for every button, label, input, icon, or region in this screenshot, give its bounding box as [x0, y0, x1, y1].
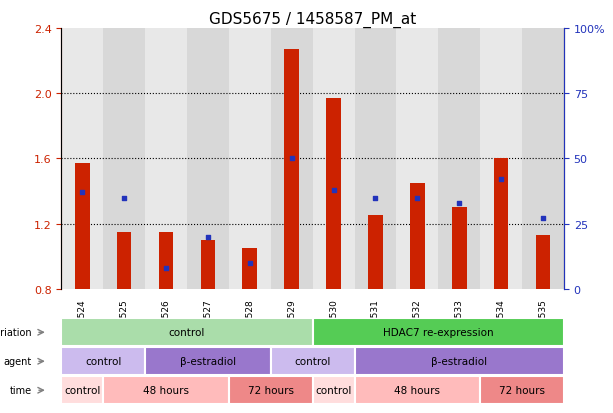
Text: control: control	[169, 328, 205, 337]
Bar	[410, 183, 425, 289]
Title: GDS5675 / 1458587_PM_at: GDS5675 / 1458587_PM_at	[209, 12, 416, 28]
Text: 48 hours: 48 hours	[394, 385, 440, 395]
Bar	[61, 347, 145, 375]
Bar	[354, 347, 564, 375]
Text: control: control	[64, 385, 101, 395]
Text: 72 hours: 72 hours	[248, 385, 294, 395]
Bar	[75, 164, 89, 289]
Text: agent: agent	[4, 356, 32, 366]
Text: control: control	[294, 356, 331, 366]
Point	[161, 265, 171, 272]
Bar	[243, 249, 257, 289]
Bar	[103, 29, 145, 289]
Bar	[354, 376, 480, 404]
Bar	[313, 318, 564, 347]
Text: β-estradiol: β-estradiol	[180, 356, 236, 366]
Bar	[61, 29, 103, 289]
Bar	[159, 232, 173, 289]
Bar	[313, 376, 354, 404]
Bar	[145, 347, 271, 375]
Bar	[313, 29, 354, 289]
Point	[370, 195, 380, 201]
Text: time: time	[10, 385, 32, 395]
Bar	[452, 208, 466, 289]
Bar	[103, 376, 229, 404]
Point	[538, 216, 548, 222]
Text: control: control	[85, 356, 121, 366]
Point	[454, 200, 464, 206]
Bar	[200, 240, 215, 289]
Bar	[284, 50, 299, 289]
Point	[329, 187, 338, 194]
Bar	[271, 29, 313, 289]
Bar	[117, 232, 131, 289]
Bar	[536, 235, 550, 289]
Bar	[354, 29, 397, 289]
Bar	[494, 159, 508, 289]
Text: β-estradiol: β-estradiol	[431, 356, 487, 366]
Bar	[229, 29, 271, 289]
Text: genotype/variation: genotype/variation	[0, 328, 32, 337]
Bar	[480, 376, 564, 404]
Bar	[368, 216, 383, 289]
Bar	[145, 29, 187, 289]
Bar	[522, 29, 564, 289]
Point	[119, 195, 129, 201]
Bar	[61, 376, 103, 404]
Bar	[397, 29, 438, 289]
Bar	[61, 318, 313, 347]
Point	[287, 156, 297, 162]
Bar	[438, 29, 480, 289]
Bar	[271, 347, 354, 375]
Bar	[187, 29, 229, 289]
Point	[245, 260, 255, 266]
Text: 48 hours: 48 hours	[143, 385, 189, 395]
Point	[77, 190, 87, 196]
Point	[497, 176, 506, 183]
Bar	[480, 29, 522, 289]
Point	[203, 234, 213, 240]
Bar	[326, 99, 341, 289]
Point	[413, 195, 422, 201]
Text: HDAC7 re-expression: HDAC7 re-expression	[383, 328, 493, 337]
Text: 72 hours: 72 hours	[499, 385, 545, 395]
Text: control: control	[315, 385, 352, 395]
Bar	[229, 376, 313, 404]
